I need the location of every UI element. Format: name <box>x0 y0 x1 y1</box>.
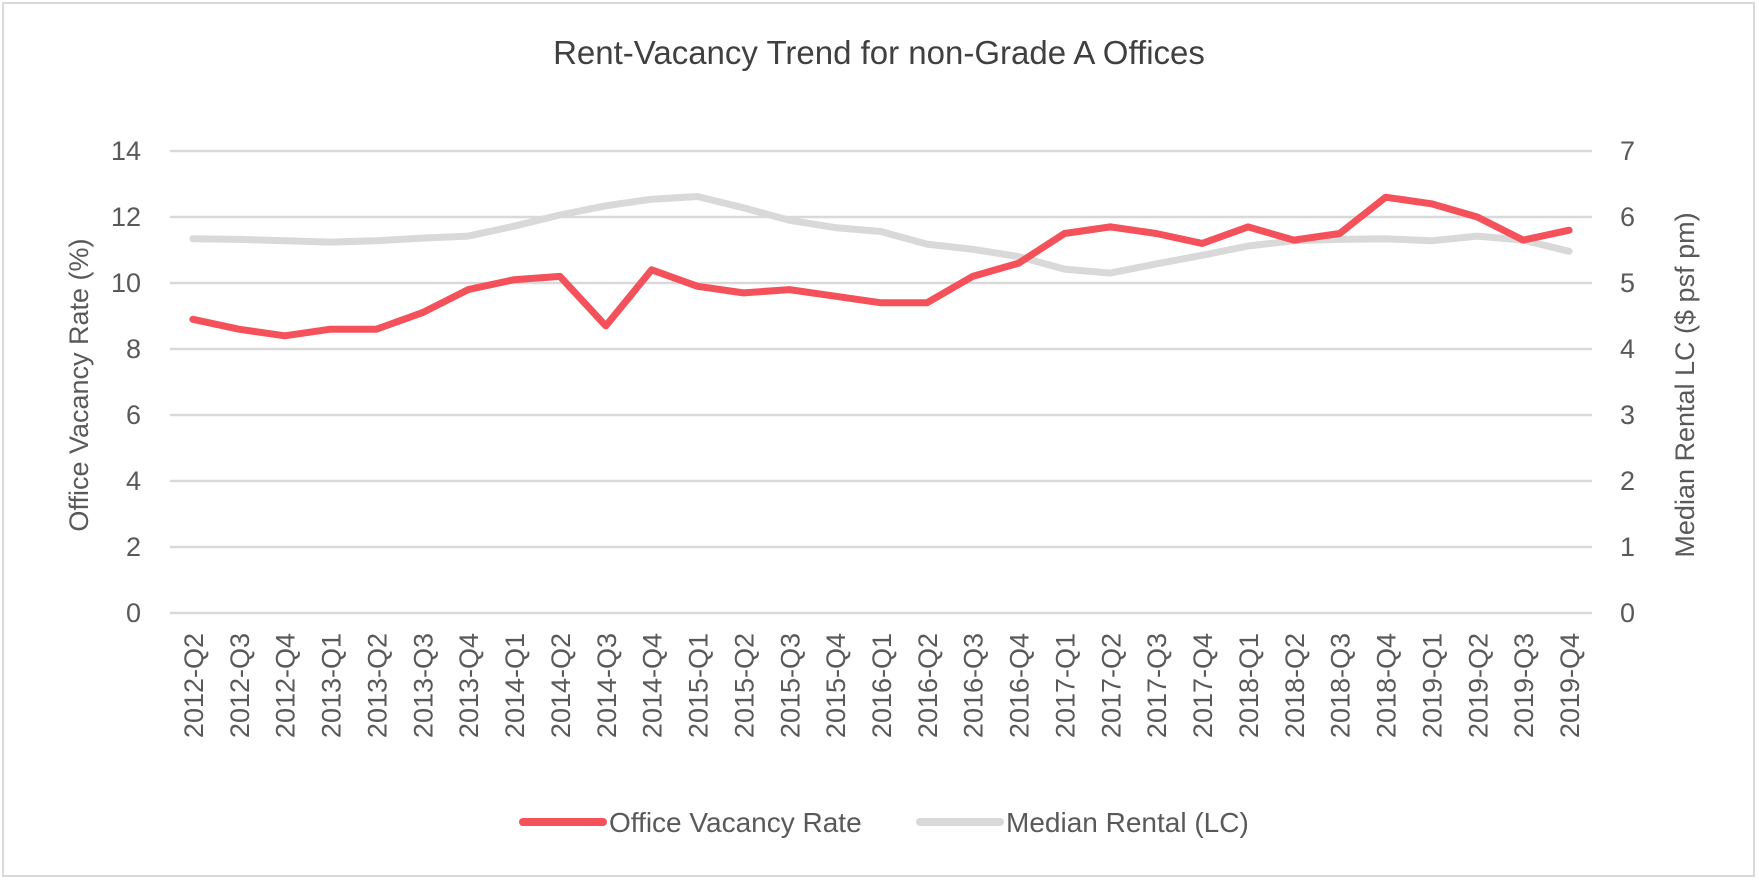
y2-tick-label: 3 <box>1620 400 1635 430</box>
y2-tick-label: 6 <box>1620 202 1635 232</box>
legend-label: Office Vacancy Rate <box>609 807 862 838</box>
y2-tick-label: 1 <box>1620 532 1635 562</box>
x-tick-label: 2018-Q4 <box>1372 633 1402 738</box>
x-tick-label: 2014-Q2 <box>546 633 576 738</box>
y2-ticks: 0 1 2 3 4 5 6 7 <box>1620 136 1635 628</box>
x-tick-label: 2013-Q4 <box>454 633 484 738</box>
x-tick-label: 2014-Q1 <box>500 633 530 738</box>
y-ticks: 0 2 4 6 8 10 12 14 <box>111 136 141 628</box>
gridlines <box>170 149 1592 615</box>
x-tick-label: 2012-Q4 <box>271 633 301 738</box>
y-tick-label: 12 <box>111 202 141 232</box>
x-tick-label: 2015-Q3 <box>775 633 805 738</box>
x-tick-label: 2017-Q2 <box>1096 633 1126 738</box>
x-ticks: 2012-Q2 2012-Q3 2012-Q4 2013-Q1 2013-Q2 2013-… <box>179 633 1585 738</box>
y2-tick-label: 0 <box>1620 598 1635 628</box>
x-tick-label: 2019-Q2 <box>1463 633 1493 738</box>
y-tick-label: 4 <box>126 466 141 496</box>
y2-tick-label: 7 <box>1620 136 1635 166</box>
x-tick-label: 2014-Q4 <box>638 633 668 738</box>
y-axis-label: Office Vacancy Rate (%) <box>64 238 94 531</box>
x-tick-label: 2012-Q2 <box>179 633 209 738</box>
x-tick-label: 2018-Q3 <box>1326 633 1356 738</box>
x-tick-label: 2017-Q4 <box>1188 633 1218 738</box>
y-tick-label: 6 <box>126 400 141 430</box>
x-tick-label: 2017-Q1 <box>1050 633 1080 738</box>
x-tick-label: 2018-Q2 <box>1280 633 1310 738</box>
x-tick-label: 2013-Q3 <box>408 633 438 738</box>
x-tick-label: 2014-Q3 <box>592 633 622 738</box>
x-tick-label: 2015-Q1 <box>684 633 714 738</box>
x-tick-label: 2019-Q3 <box>1509 633 1539 738</box>
series-lines <box>189 193 1573 340</box>
y2-tick-label: 4 <box>1620 334 1635 364</box>
y-tick-label: 14 <box>111 136 141 166</box>
y2-tick-label: 2 <box>1620 466 1635 496</box>
x-tick-label: 2013-Q2 <box>362 633 392 738</box>
x-tick-label: 2015-Q4 <box>821 633 851 738</box>
y-tick-label: 10 <box>111 268 141 298</box>
x-tick-label: 2015-Q2 <box>729 633 759 738</box>
legend-label: Median Rental (LC) <box>1006 807 1249 838</box>
y2-axis-label: Median Rental LC ($ psf pm) <box>1670 212 1700 557</box>
x-tick-label: 2019-Q4 <box>1555 633 1585 738</box>
series-line <box>189 193 1573 340</box>
y-tick-label: 2 <box>126 532 141 562</box>
chart-title: Rent-Vacancy Trend for non-Grade A Offic… <box>553 34 1205 71</box>
x-tick-label: 2016-Q3 <box>959 633 989 738</box>
y-tick-label: 8 <box>126 334 141 364</box>
y-tick-label: 0 <box>126 598 141 628</box>
y2-tick-label: 5 <box>1620 268 1635 298</box>
x-tick-label: 2017-Q3 <box>1142 633 1172 738</box>
series-line <box>189 193 1573 277</box>
x-tick-label: 2016-Q2 <box>913 633 943 738</box>
x-tick-label: 2016-Q4 <box>1005 633 1035 738</box>
x-tick-label: 2019-Q1 <box>1417 633 1447 738</box>
x-tick-label: 2016-Q1 <box>867 633 897 738</box>
x-tick-label: 2013-Q1 <box>317 633 347 738</box>
x-tick-label: 2018-Q1 <box>1234 633 1264 738</box>
x-tick-label: 2012-Q3 <box>225 633 255 738</box>
legend: Office Vacancy Rate Median Rental (LC) <box>519 807 1249 838</box>
